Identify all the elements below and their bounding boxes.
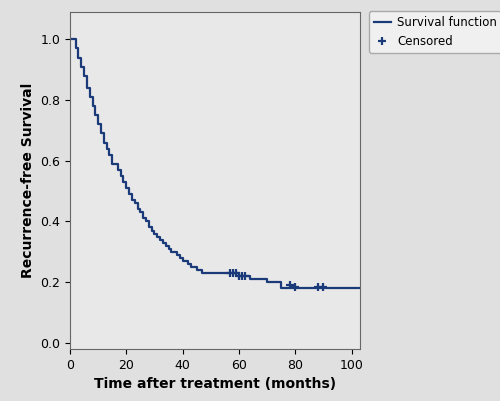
X-axis label: Time after treatment (months): Time after treatment (months): [94, 377, 336, 391]
Legend: Survival function, Censored: Survival function, Censored: [369, 11, 500, 53]
Y-axis label: Recurrence-free Survival: Recurrence-free Survival: [20, 83, 34, 278]
